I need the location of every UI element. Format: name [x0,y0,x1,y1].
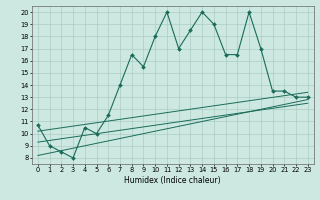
X-axis label: Humidex (Indice chaleur): Humidex (Indice chaleur) [124,176,221,185]
